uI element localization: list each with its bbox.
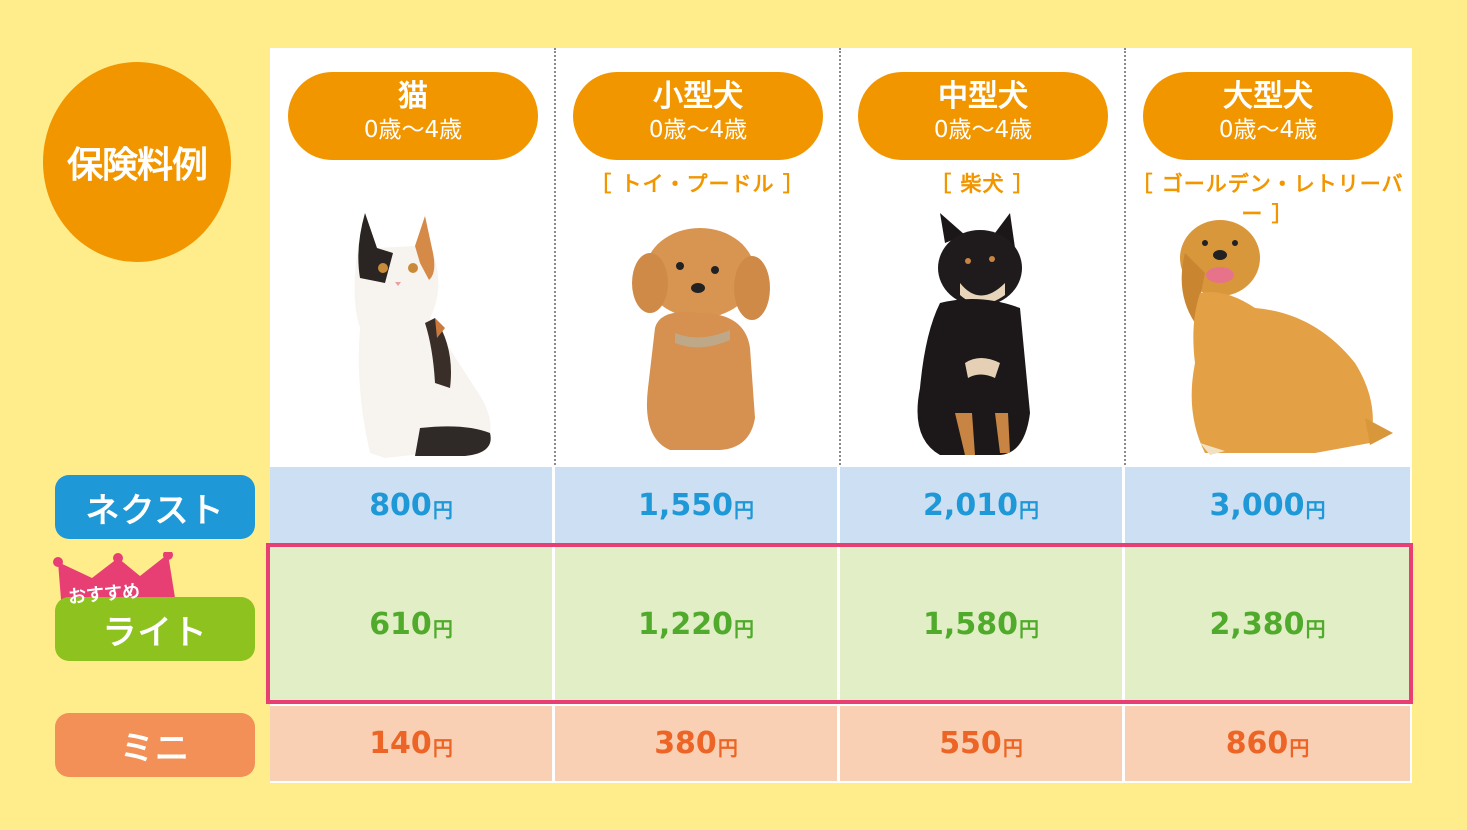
column-header-large-dog: 大型犬 0歳〜4歳 ［ ゴールデン・レトリーバー ］ — [1125, 48, 1410, 465]
breed-label: ［ 柴犬 ］ — [930, 172, 1035, 196]
price-cell: 380 円 — [555, 706, 840, 781]
category-kind: 小型犬 — [653, 79, 743, 114]
column-header-cat: 猫 0歳〜4歳 — [270, 48, 556, 465]
golden-retriever-icon — [1180, 220, 1393, 455]
title-badge: 保険料例 — [43, 62, 231, 262]
category-age: 0歳〜4歳 — [1218, 117, 1318, 143]
price-cell: 860 円 — [1125, 706, 1410, 781]
plan-row-mini: 140 円 380 円 550 円 860 円 — [270, 706, 1412, 781]
category-pill: 小型犬 0歳〜4歳 — [573, 72, 823, 160]
category-kind: 猫 — [398, 79, 428, 114]
category-pill: 猫 0歳〜4歳 — [288, 72, 538, 160]
column-divider — [554, 48, 556, 465]
plan-row-next: 800 円 1,550 円 2,010 円 3,000 円 — [270, 465, 1412, 543]
price-cell: 1,550 円 — [555, 467, 840, 543]
breed-label: ［ ゴールデン・レトリーバー ］ — [1131, 172, 1404, 226]
shiba-inu-icon — [917, 213, 1030, 455]
category-age: 0歳〜4歳 — [648, 117, 748, 143]
plan-label-light: ライト — [55, 597, 255, 661]
column-header-medium-dog: 中型犬 0歳〜4歳 ［ 柴犬 ］ — [840, 48, 1126, 465]
price-cell: 1,580 円 — [840, 545, 1125, 703]
price-cell: 3,000 円 — [1125, 467, 1410, 543]
category-pill: 中型犬 0歳〜4歳 — [858, 72, 1108, 160]
category-kind: 中型犬 — [938, 79, 1028, 114]
price-cell: 2,010 円 — [840, 467, 1125, 543]
category-age: 0歳〜4歳 — [933, 117, 1033, 143]
category-pill: 大型犬 0歳〜4歳 — [1143, 72, 1393, 160]
calico-cat-icon — [354, 213, 491, 458]
price-table: 猫 0歳〜4歳 小型犬 0歳〜4歳 ［ トイ・プードル ］ — [270, 48, 1412, 783]
column-header-small-dog: 小型犬 0歳〜4歳 ［ トイ・プードル ］ — [555, 48, 841, 465]
page-title: 保険料例 — [66, 145, 208, 186]
plan-label-next: ネクスト — [55, 475, 255, 539]
category-kind: 大型犬 — [1223, 79, 1313, 114]
column-divider — [1124, 48, 1126, 465]
category-age: 0歳〜4歳 — [363, 117, 463, 143]
plan-row-light: 610 円 1,220 円 1,580 円 2,380 円 — [270, 545, 1412, 703]
plan-label-mini: ミニ — [55, 713, 255, 777]
price-cell: 1,220 円 — [555, 545, 840, 703]
toy-poodle-icon — [632, 228, 770, 450]
price-cell: 550 円 — [840, 706, 1125, 781]
price-cell: 2,380 円 — [1125, 545, 1410, 703]
price-cell: 140 円 — [270, 706, 555, 781]
price-cell: 800 円 — [270, 467, 555, 543]
breed-label: ［ トイ・プードル ］ — [590, 172, 805, 196]
price-cell: 610 円 — [270, 545, 555, 703]
column-divider — [839, 48, 841, 465]
